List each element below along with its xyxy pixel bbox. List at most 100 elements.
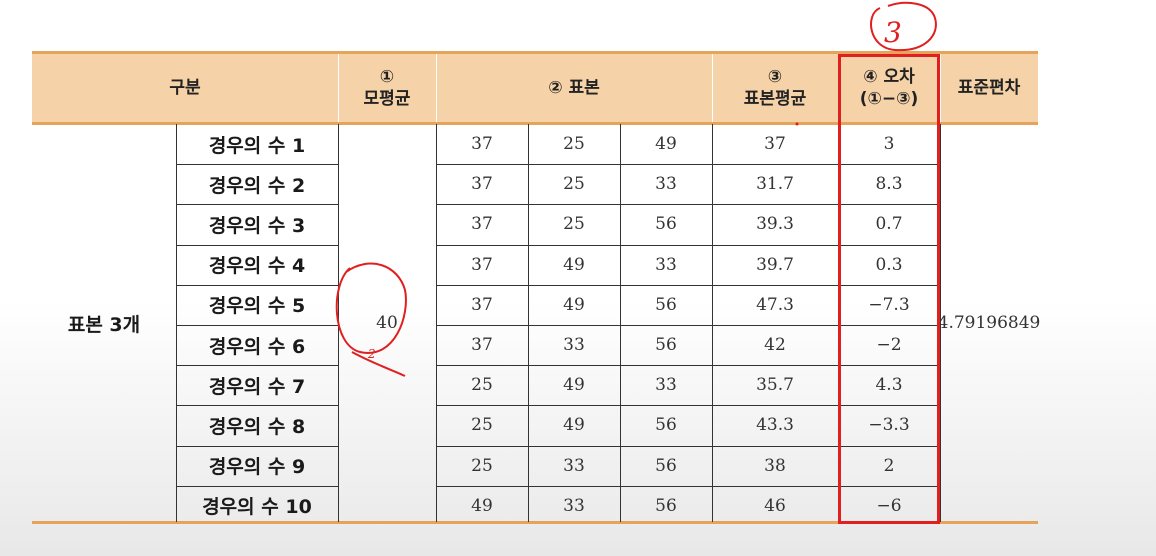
table-cell-s3: 56 [655, 214, 677, 235]
header-rule [32, 122, 1038, 125]
table-cell-mean: 38 [764, 455, 786, 476]
row-divider [436, 164, 840, 166]
table-cell-s2: 25 [563, 174, 585, 195]
header-divider [712, 54, 713, 122]
table-cell-mean: 39.3 [756, 214, 794, 235]
table-cell-err: −3.3 [868, 415, 910, 436]
table-cell-s1: 49 [471, 495, 493, 516]
table-cell-s2: 33 [563, 495, 585, 516]
table-cell-s1: 37 [471, 294, 493, 315]
grid-line [620, 124, 621, 522]
table-cell-err: −6 [876, 495, 902, 516]
header-error: ④ 오차 (①−③) [859, 67, 919, 109]
grid-line [940, 124, 941, 522]
row-divider [838, 445, 940, 447]
row-divider [838, 485, 940, 487]
row-divider [436, 244, 840, 246]
table-cell-s1: 25 [471, 415, 493, 436]
row-divider [838, 325, 940, 326]
table-cell-s2: 49 [563, 415, 585, 436]
table-cell-err: −7.3 [868, 294, 910, 315]
row-divider [176, 485, 338, 487]
bottom-rule [32, 521, 1038, 524]
grid-line [436, 124, 437, 522]
table-cell-case: 경우의 수 3 [208, 214, 306, 237]
table-cell-s3: 56 [655, 495, 677, 516]
table-cell-case: 경우의 수 8 [208, 415, 306, 438]
header-population-mean: ① 모평균 [363, 67, 411, 109]
table-cell-err: 8.3 [875, 174, 903, 195]
grid-line [528, 124, 529, 522]
table-cell-s2: 49 [563, 294, 585, 315]
row-divider [176, 405, 338, 407]
row-divider [176, 244, 338, 246]
table-cell-s3: 56 [655, 335, 677, 356]
row-divider [176, 204, 338, 206]
table-cell-s3: 33 [655, 174, 677, 195]
grid-line [712, 124, 713, 522]
table-cell-s3: 33 [655, 254, 677, 275]
header-gubun: 구분 [169, 78, 201, 98]
table-cell-mean: 31.7 [756, 174, 794, 195]
row-divider [176, 284, 338, 286]
table-cell-s3: 56 [655, 294, 677, 315]
row-divider [436, 284, 840, 286]
table-cell-case: 경우의 수 7 [208, 375, 306, 398]
group-label: 표본 3개 [67, 313, 141, 336]
row-divider [838, 405, 940, 407]
table-cell-mean: 46 [764, 495, 786, 516]
header-sample: ② 표본 [548, 78, 600, 98]
table-cell-s3: 56 [655, 455, 677, 476]
table-cell-s2: 25 [563, 214, 585, 235]
table-cell-err: −2 [876, 335, 902, 356]
table-cell-s2: 25 [563, 134, 585, 155]
header-std-dev: 표준편차 [957, 78, 1021, 98]
table-cell-s3: 49 [655, 134, 677, 155]
table-cell-s2: 33 [563, 335, 585, 356]
row-divider [436, 485, 840, 487]
row-divider [838, 244, 940, 246]
row-divider [176, 164, 338, 166]
table-cell-case: 경우의 수 1 [208, 134, 306, 157]
header-sample-mean: ③ 표본평균 [743, 67, 807, 109]
header-divider [436, 54, 437, 122]
row-divider [176, 365, 338, 367]
table-cell-s3: 33 [655, 375, 677, 396]
table-cell-s1: 25 [471, 455, 493, 476]
table-cell-s2: 49 [563, 254, 585, 275]
table-cell-mean: 42 [764, 335, 786, 356]
row-divider [838, 284, 940, 286]
row-divider [176, 445, 338, 447]
table-cell-case: 경우의 수 4 [208, 255, 306, 278]
row-divider [838, 204, 940, 206]
row-divider [176, 325, 338, 326]
std-dev-value: 4.79196849 [937, 313, 1041, 333]
header-divider [940, 54, 941, 122]
table-cell-err: 3 [883, 134, 895, 155]
table-cell-err: 0.7 [875, 214, 903, 235]
table-cell-case: 경우의 수 5 [208, 295, 306, 318]
table-cell-mean: 39.7 [756, 254, 794, 275]
table-cell-err: 0.3 [875, 254, 903, 275]
table-cell-mean: 43.3 [756, 415, 794, 436]
population-mean-value: 40 [376, 313, 398, 333]
table-cell-mean: 37 [764, 134, 786, 155]
table-cell-case: 경우의 수 9 [208, 456, 306, 479]
row-divider [436, 405, 840, 407]
table-cell-err: 4.3 [875, 375, 903, 396]
table-cell-s1: 37 [471, 254, 493, 275]
table-cell-case: 경우의 수 6 [208, 335, 306, 358]
grid-line [176, 124, 177, 522]
table-cell-s2: 49 [563, 375, 585, 396]
table-cell-s1: 37 [471, 134, 493, 155]
table-cell-s1: 37 [471, 174, 493, 195]
table-cell-s1: 25 [471, 375, 493, 396]
table-cell-s1: 37 [471, 214, 493, 235]
table-header-band [32, 54, 1038, 122]
row-divider [436, 365, 840, 367]
table-cell-case: 경우의 수 10 [202, 496, 312, 519]
table-cell-s2: 33 [563, 455, 585, 476]
table-cell-err: 2 [883, 455, 895, 476]
